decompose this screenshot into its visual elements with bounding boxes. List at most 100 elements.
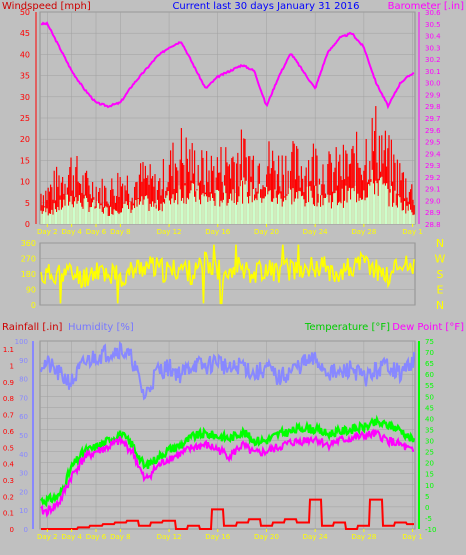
rainfall-tick-label: 0.1 [3, 510, 14, 518]
rainfall-axis: 0 0.1 0.2 0.3 0.4 0.5 0.6 0.7 0.8 0.9 1 1.1 [3, 346, 15, 534]
rainfall-tick-label: 1.1 [3, 346, 14, 354]
humidity-tick-label: 20 [19, 488, 28, 496]
y-tick-label: 29.4 [425, 150, 441, 158]
temperature-x-axis: Day 2 Day 4 Day 6 Day 8 Day 12 Day 16 Day 20 Da… [37, 529, 423, 541]
temperature-marks [40, 341, 416, 530]
y-tick-label: 90 [26, 286, 36, 295]
y-tick-label: 35 [20, 72, 30, 81]
humidity-tick-label: 80 [19, 376, 28, 384]
compass-label: W [435, 253, 446, 266]
y-tick-label: 10 [20, 178, 30, 187]
temperature-axis: -10 -5 0 5 10 15 20 25 30 35 40 45 50 55 60 65 70 75 [418, 338, 436, 534]
y-tick-label: 270 [21, 255, 36, 264]
temperature-tick-label: 55 [425, 382, 434, 390]
temperature-tick-label: 60 [425, 371, 434, 379]
humidity-tick-label: 90 [19, 357, 28, 365]
y-tick-label: 30 [20, 93, 30, 102]
humidity-tick-label: 30 [19, 470, 28, 478]
temperature-tick-label: 50 [425, 393, 434, 401]
x-tick-label: Day 20 [254, 228, 279, 236]
temperature-tick-label: -5 [425, 515, 432, 523]
x-tick-label: Day 4 [61, 533, 82, 541]
rainfall-tick-label: 1 [10, 363, 14, 371]
humidity-tick-label: 40 [19, 451, 28, 459]
y-tick-label: 40 [20, 50, 30, 59]
temperature-tick-label: 45 [425, 404, 434, 412]
windspeed-axis-label: Windspeed [mph] [2, 1, 91, 12]
y-tick-label: 28.8 [425, 221, 441, 229]
temperature-tick-label: -10 [425, 526, 436, 534]
rainfall-tick-label: 0.5 [3, 444, 14, 452]
temperature-tick-label: 25 [425, 449, 434, 457]
barometer-axis-label: Barometer [.in] [388, 1, 464, 12]
rainfall-tick-label: 0.3 [3, 477, 14, 485]
y-tick-label: 29.3 [425, 162, 441, 170]
compass-label: N [436, 237, 444, 250]
y-tick-label: 0 [25, 220, 30, 229]
wind-x-axis: Day 2 Day 4 Day 6 Day 8 Day 12 Day 16 Day 20 Da… [37, 224, 423, 236]
temperature-tick-label: 40 [425, 415, 434, 423]
y-tick-label: 30.4 [425, 33, 441, 41]
x-tick-label: Day 1 [402, 228, 423, 236]
temperature-tick-label: 30 [425, 438, 434, 446]
x-tick-label: Day 12 [157, 228, 182, 236]
x-tick-label: Day 6 [86, 533, 107, 541]
x-tick-label: Day 24 [303, 228, 329, 236]
humidity-axis-label: Humidity [%] [68, 322, 134, 333]
x-tick-label: Day 16 [205, 228, 231, 236]
temperature-tick-label: 35 [425, 426, 434, 434]
compass-label: N [436, 299, 444, 312]
y-tick-label: 30.2 [425, 56, 441, 64]
wind-marks [40, 21, 415, 224]
y-tick-label: 30.5 [425, 21, 441, 29]
compass-label: E [437, 284, 444, 297]
chart-title: Current last 30 days January 31 2016 [172, 1, 359, 12]
temperature-tick-label: 70 [425, 349, 434, 357]
wind-direction-marks [40, 244, 415, 305]
humidity-tick-label: 100 [15, 338, 28, 346]
y-tick-label: 5 [25, 199, 30, 208]
y-tick-label: 360 [21, 239, 36, 248]
temperature-line [40, 414, 416, 508]
y-tick-label: 25 [20, 114, 30, 123]
y-tick-label: 29.8 [425, 103, 441, 111]
humidity-tick-label: 0 [24, 526, 28, 534]
rainfall-line [41, 498, 414, 530]
x-tick-label: Day 4 [61, 228, 82, 236]
y-tick-label: 30.3 [425, 44, 441, 52]
y-tick-label: 45 [20, 29, 30, 38]
x-tick-label: Day 28 [351, 228, 376, 236]
rainfall-tick-label: 0.6 [3, 428, 15, 436]
y-tick-label: 29.5 [425, 139, 441, 147]
y-tick-label: 180 [21, 270, 36, 279]
humidity-axis: 0 10 20 30 40 50 60 70 80 90 100 [15, 338, 34, 534]
x-tick-label: Day 1 [402, 533, 423, 541]
y-tick-label: 30.1 [425, 68, 441, 76]
x-tick-label: Day 2 [37, 228, 58, 236]
y-tick-label: 28.9 [425, 209, 441, 217]
rainfall-tick-label: 0.2 [3, 493, 14, 501]
y-tick-label: 50 [20, 8, 30, 17]
humidity-tick-label: 70 [19, 394, 28, 402]
wind-direction-line [40, 244, 415, 305]
rainfall-axis-label: Rainfall [.in] [2, 322, 63, 333]
y-tick-label: 29.9 [425, 91, 441, 99]
temperature-tick-label: 75 [425, 338, 434, 346]
x-tick-label: Day 16 [205, 533, 231, 541]
temperature-tick-label: 20 [425, 460, 434, 468]
x-tick-label: Day 24 [303, 533, 329, 541]
rainfall-tick-label: 0.4 [3, 461, 15, 469]
wind-barometer-panel: 0 5 10 15 20 25 30 35 40 45 50 28.8 28.9 29.0 29.1 29.… [2, 1, 464, 236]
y-tick-label: 29.2 [425, 174, 441, 182]
wind-axis-left: 0 5 10 15 20 25 30 35 40 45 50 [20, 8, 37, 229]
x-tick-label: Day 8 [110, 228, 131, 236]
humidity-tick-label: 10 [19, 507, 28, 515]
temperature-tick-label: 5 [425, 493, 429, 501]
rainfall-tick-label: 0.7 [3, 412, 14, 420]
rainfall-tick-label: 0.9 [3, 379, 14, 387]
y-tick-label: 20 [20, 135, 30, 144]
y-tick-label: 0 [31, 301, 36, 310]
rainfall-tick-label: 0 [10, 526, 14, 534]
